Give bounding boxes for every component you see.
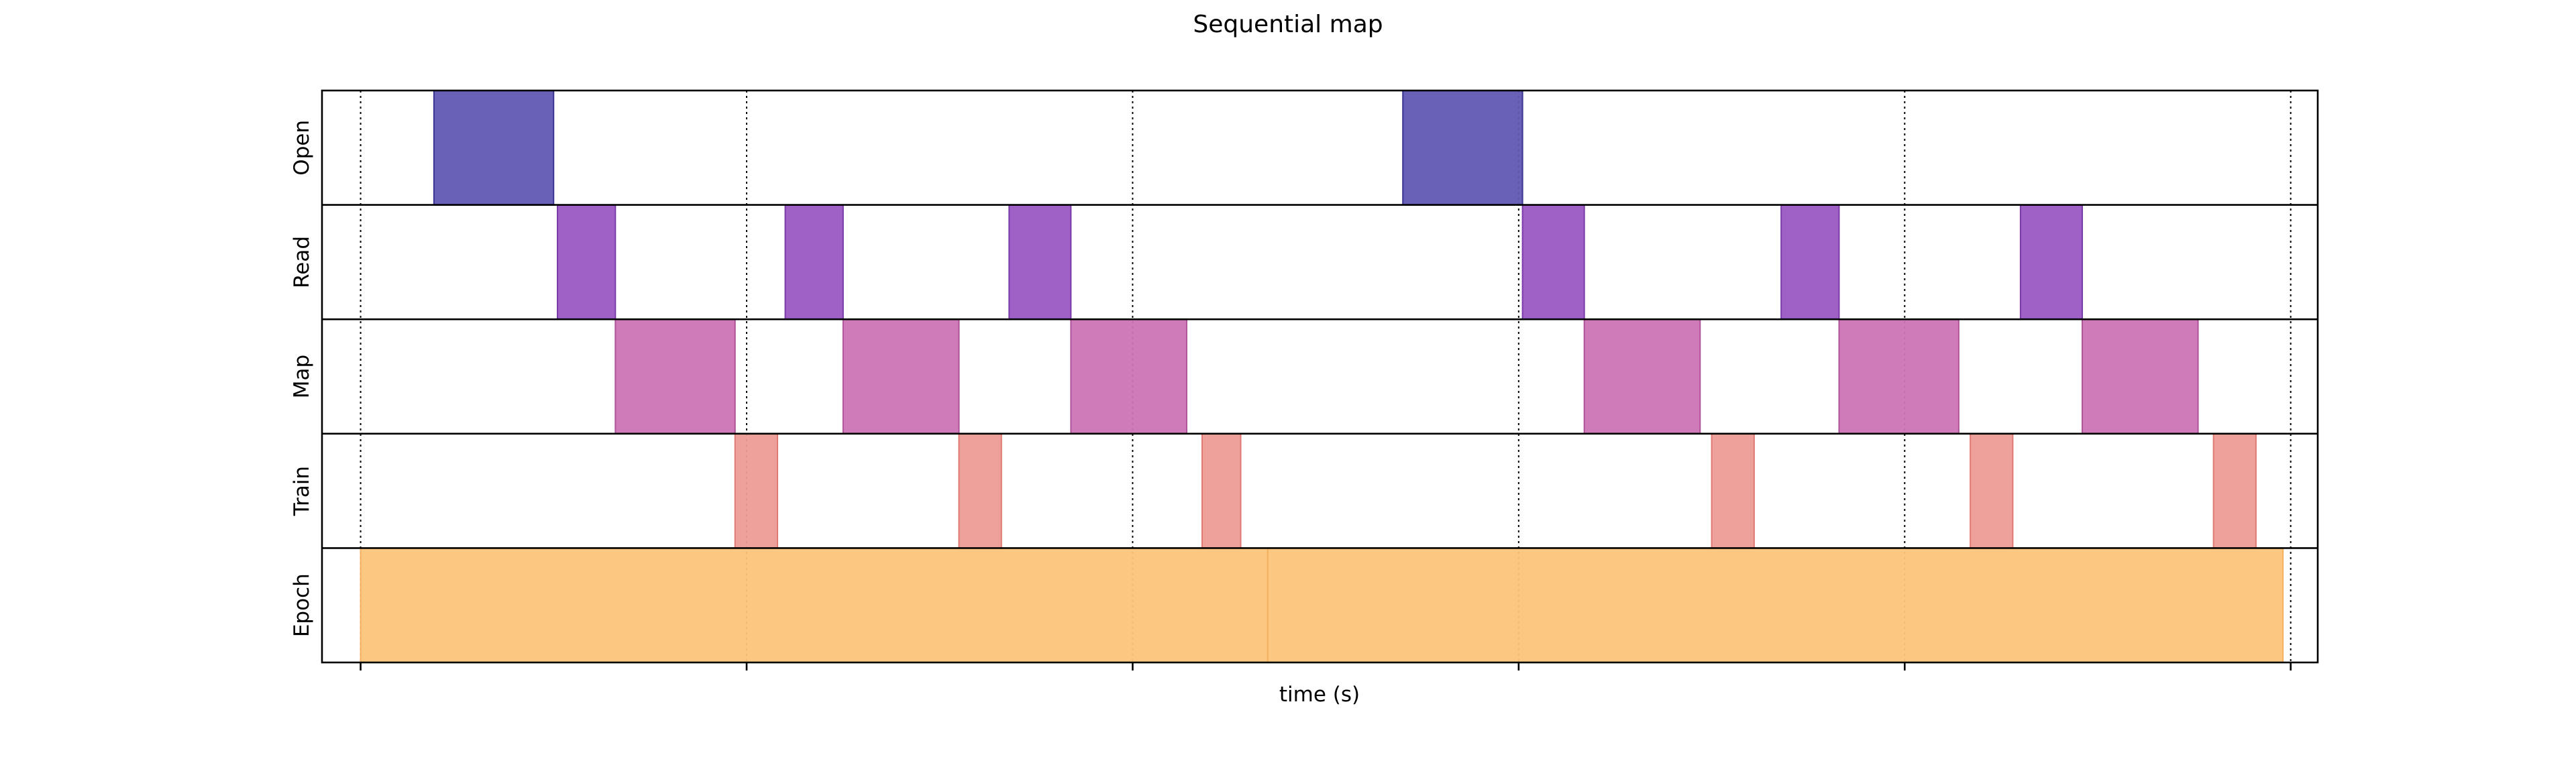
plot-border bbox=[321, 89, 2319, 664]
bar-train-0 bbox=[734, 432, 779, 549]
row-label-epoch: Epoch bbox=[290, 573, 314, 637]
bar-read-3 bbox=[1521, 204, 1585, 321]
bar-epoch-1 bbox=[1267, 547, 2284, 664]
bar-read-0 bbox=[557, 204, 616, 321]
row-labels: Open Read Map Train Epoch bbox=[290, 120, 314, 637]
chart-title: Sequential map bbox=[1193, 11, 1383, 38]
bar-train-3 bbox=[1711, 432, 1755, 549]
bar-map-2 bbox=[1070, 318, 1187, 434]
bar-map-5 bbox=[2081, 318, 2199, 434]
bar-read-2 bbox=[1008, 204, 1072, 321]
x-axis-label: time (s) bbox=[1279, 683, 1360, 707]
bar-train-2 bbox=[1201, 432, 1242, 549]
bar-map-4 bbox=[1838, 318, 1960, 434]
bar-epoch-0 bbox=[360, 547, 1269, 664]
bar-map-3 bbox=[1583, 318, 1701, 434]
bar-read-5 bbox=[2019, 204, 2083, 321]
bar-map-0 bbox=[614, 318, 736, 434]
interval-bars bbox=[360, 90, 2284, 664]
row-label-train: Train bbox=[290, 466, 314, 516]
bar-read-4 bbox=[1780, 204, 1840, 321]
bar-train-5 bbox=[2212, 432, 2257, 549]
bar-train-4 bbox=[1970, 432, 2014, 549]
row-label-open: Open bbox=[290, 120, 314, 176]
bar-open-1 bbox=[1402, 90, 1523, 206]
bar-train-1 bbox=[958, 432, 1002, 549]
row-label-read: Read bbox=[290, 236, 314, 288]
bar-map-1 bbox=[842, 318, 960, 434]
bar-read-1 bbox=[784, 204, 844, 321]
row-label-map: Map bbox=[290, 355, 314, 398]
bar-open-0 bbox=[433, 90, 555, 206]
plot-frame bbox=[321, 89, 2319, 671]
